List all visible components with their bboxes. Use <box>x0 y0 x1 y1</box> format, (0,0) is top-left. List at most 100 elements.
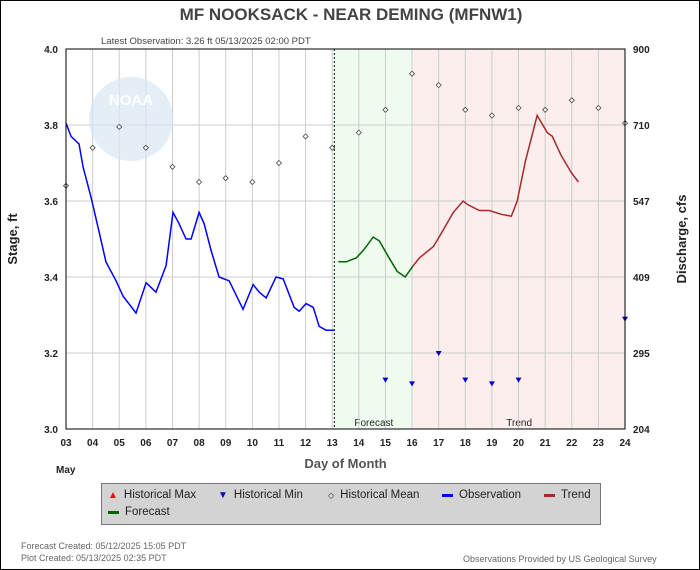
x-tick-label: 07 <box>167 438 179 449</box>
legend-forecast-label: Forecast <box>125 506 170 518</box>
y2-tick-label: 295 <box>633 349 650 360</box>
historical-mean-point <box>382 106 389 113</box>
y2-tick-label: 204 <box>633 425 650 436</box>
historical-mean-point <box>329 144 336 151</box>
legend: ▲ Historical Max ▼ Historical Min ◇ Histori… <box>101 483 601 525</box>
y-tick-label: 4.0 <box>44 45 58 56</box>
historical-min-point <box>462 377 469 383</box>
y2-tick-label: 547 <box>633 197 650 208</box>
historical-mean-point <box>435 82 442 89</box>
x-tick-label: 16 <box>406 438 418 449</box>
historical-mean-point <box>196 178 203 186</box>
legend-observation: Observation <box>442 489 521 501</box>
x-axis-month: May <box>56 465 76 476</box>
plot-border <box>65 48 626 430</box>
x-tick-label: 21 <box>540 438 552 449</box>
forecast-created: Forecast Created: 05/12/2025 15:05 PDT <box>21 541 187 551</box>
chart-title: MF NOOKSACK - NEAR DEMING (MFNW1) <box>179 5 523 24</box>
historical-mean-point <box>116 123 123 130</box>
historical-mean-point <box>542 106 549 113</box>
x-tick-label: 14 <box>353 438 365 449</box>
x-tick-label: 23 <box>593 438 605 449</box>
historical-min-point <box>382 377 389 383</box>
historical-mean-point <box>408 70 416 77</box>
historical-min-point <box>435 351 442 356</box>
y2-tick-label: 900 <box>633 45 650 56</box>
x-tick-label: 13 <box>327 438 339 449</box>
triangle-down-icon: ▼ <box>218 489 228 501</box>
x-tick-label: 19 <box>486 438 498 449</box>
x-tick-label: 15 <box>380 438 392 449</box>
historical-mean-point <box>595 104 602 111</box>
legend-trend: Trend <box>544 489 591 501</box>
plot-created: Plot Created: 05/13/2025 02:35 PDT <box>21 553 167 563</box>
x-tick-label: 20 <box>513 438 525 449</box>
y-axis-label: Stage, ft <box>5 213 20 265</box>
x-tick-label: 12 <box>300 438 312 449</box>
x-tick-label: 05 <box>114 438 126 449</box>
line-swatch-icon <box>442 493 453 497</box>
trend-line <box>412 113 580 267</box>
legend-forecast: Forecast <box>108 506 170 518</box>
historical-mean-point <box>169 163 176 170</box>
historical-mean-point <box>89 144 96 151</box>
y-tick-label: 3.0 <box>44 425 58 436</box>
historical-mean-point <box>302 133 309 140</box>
legend-max: ▲ Historical Max <box>108 489 196 501</box>
legend-mean: ◇ Historical Mean <box>328 489 419 501</box>
historical-mean-point <box>275 159 283 167</box>
region-forecast <box>334 49 414 429</box>
y2-tick-label: 710 <box>633 121 650 132</box>
legend-min-label: Historical Min <box>233 489 303 501</box>
x-tick-label: 09 <box>220 438 232 449</box>
historical-min-point <box>409 381 416 387</box>
noaa-logo-text: NOAA <box>109 92 153 109</box>
forecast-line <box>338 236 414 279</box>
x-axis-label: Day of Month <box>304 456 386 471</box>
y-tick-label: 3.8 <box>44 121 58 132</box>
historical-mean-point <box>462 106 469 113</box>
triangle-up-icon: ▲ <box>108 489 118 501</box>
y2-axis-label: Discharge, cfs <box>674 195 689 284</box>
historical-mean-point <box>488 112 495 119</box>
x-tick-label: 03 <box>60 438 72 449</box>
historical-mean-point <box>222 175 229 182</box>
x-tick-label: 17 <box>433 438 445 449</box>
historical-mean-point <box>515 104 522 111</box>
historical-mean-point <box>568 97 575 104</box>
region-label: Forecast <box>354 418 393 429</box>
x-tick-label: 08 <box>194 438 206 449</box>
observation-line <box>65 122 335 331</box>
x-tick-label: 18 <box>460 438 472 449</box>
line-swatch-icon <box>108 510 119 514</box>
historical-mean-point <box>249 178 256 186</box>
historical-mean-point <box>142 144 149 151</box>
x-tick-label: 06 <box>140 438 152 449</box>
latest-observation: Latest Observation: 3.26 ft 05/13/2025 0… <box>101 36 311 47</box>
x-tick-label: 04 <box>87 438 99 449</box>
noaa-logo <box>89 77 173 161</box>
legend-trend-label: Trend <box>561 489 591 501</box>
diamond-icon: ◇ <box>328 490 335 500</box>
y-tick-label: 3.2 <box>44 349 58 360</box>
legend-max-label: Historical Max <box>123 489 197 501</box>
region-label: Trend <box>506 418 532 429</box>
historical-mean-point <box>355 129 362 136</box>
x-tick-label: 10 <box>247 438 259 449</box>
line-swatch-icon <box>544 493 555 497</box>
data-credit: Observations Provided by US Geological S… <box>463 554 657 564</box>
x-tick-label: 24 <box>619 438 631 449</box>
region-trend <box>413 49 625 429</box>
legend-min: ▼ Historical Min <box>218 489 303 501</box>
historical-min-point <box>515 377 522 383</box>
plot-area: Forecast Trend 03 04 05 06 07 08 09 10 11 12 13 14 15 1… <box>5 45 689 476</box>
y-tick-label: 3.6 <box>44 197 58 208</box>
x-tick-label: 11 <box>274 438 285 449</box>
y2-tick-label: 409 <box>633 273 650 284</box>
y-tick-label: 3.4 <box>44 273 58 284</box>
legend-mean-label: Historical Mean <box>340 489 420 501</box>
x-tick-label: 22 <box>566 438 578 449</box>
historical-min-point <box>488 381 495 387</box>
legend-obs-label: Observation <box>459 489 522 501</box>
